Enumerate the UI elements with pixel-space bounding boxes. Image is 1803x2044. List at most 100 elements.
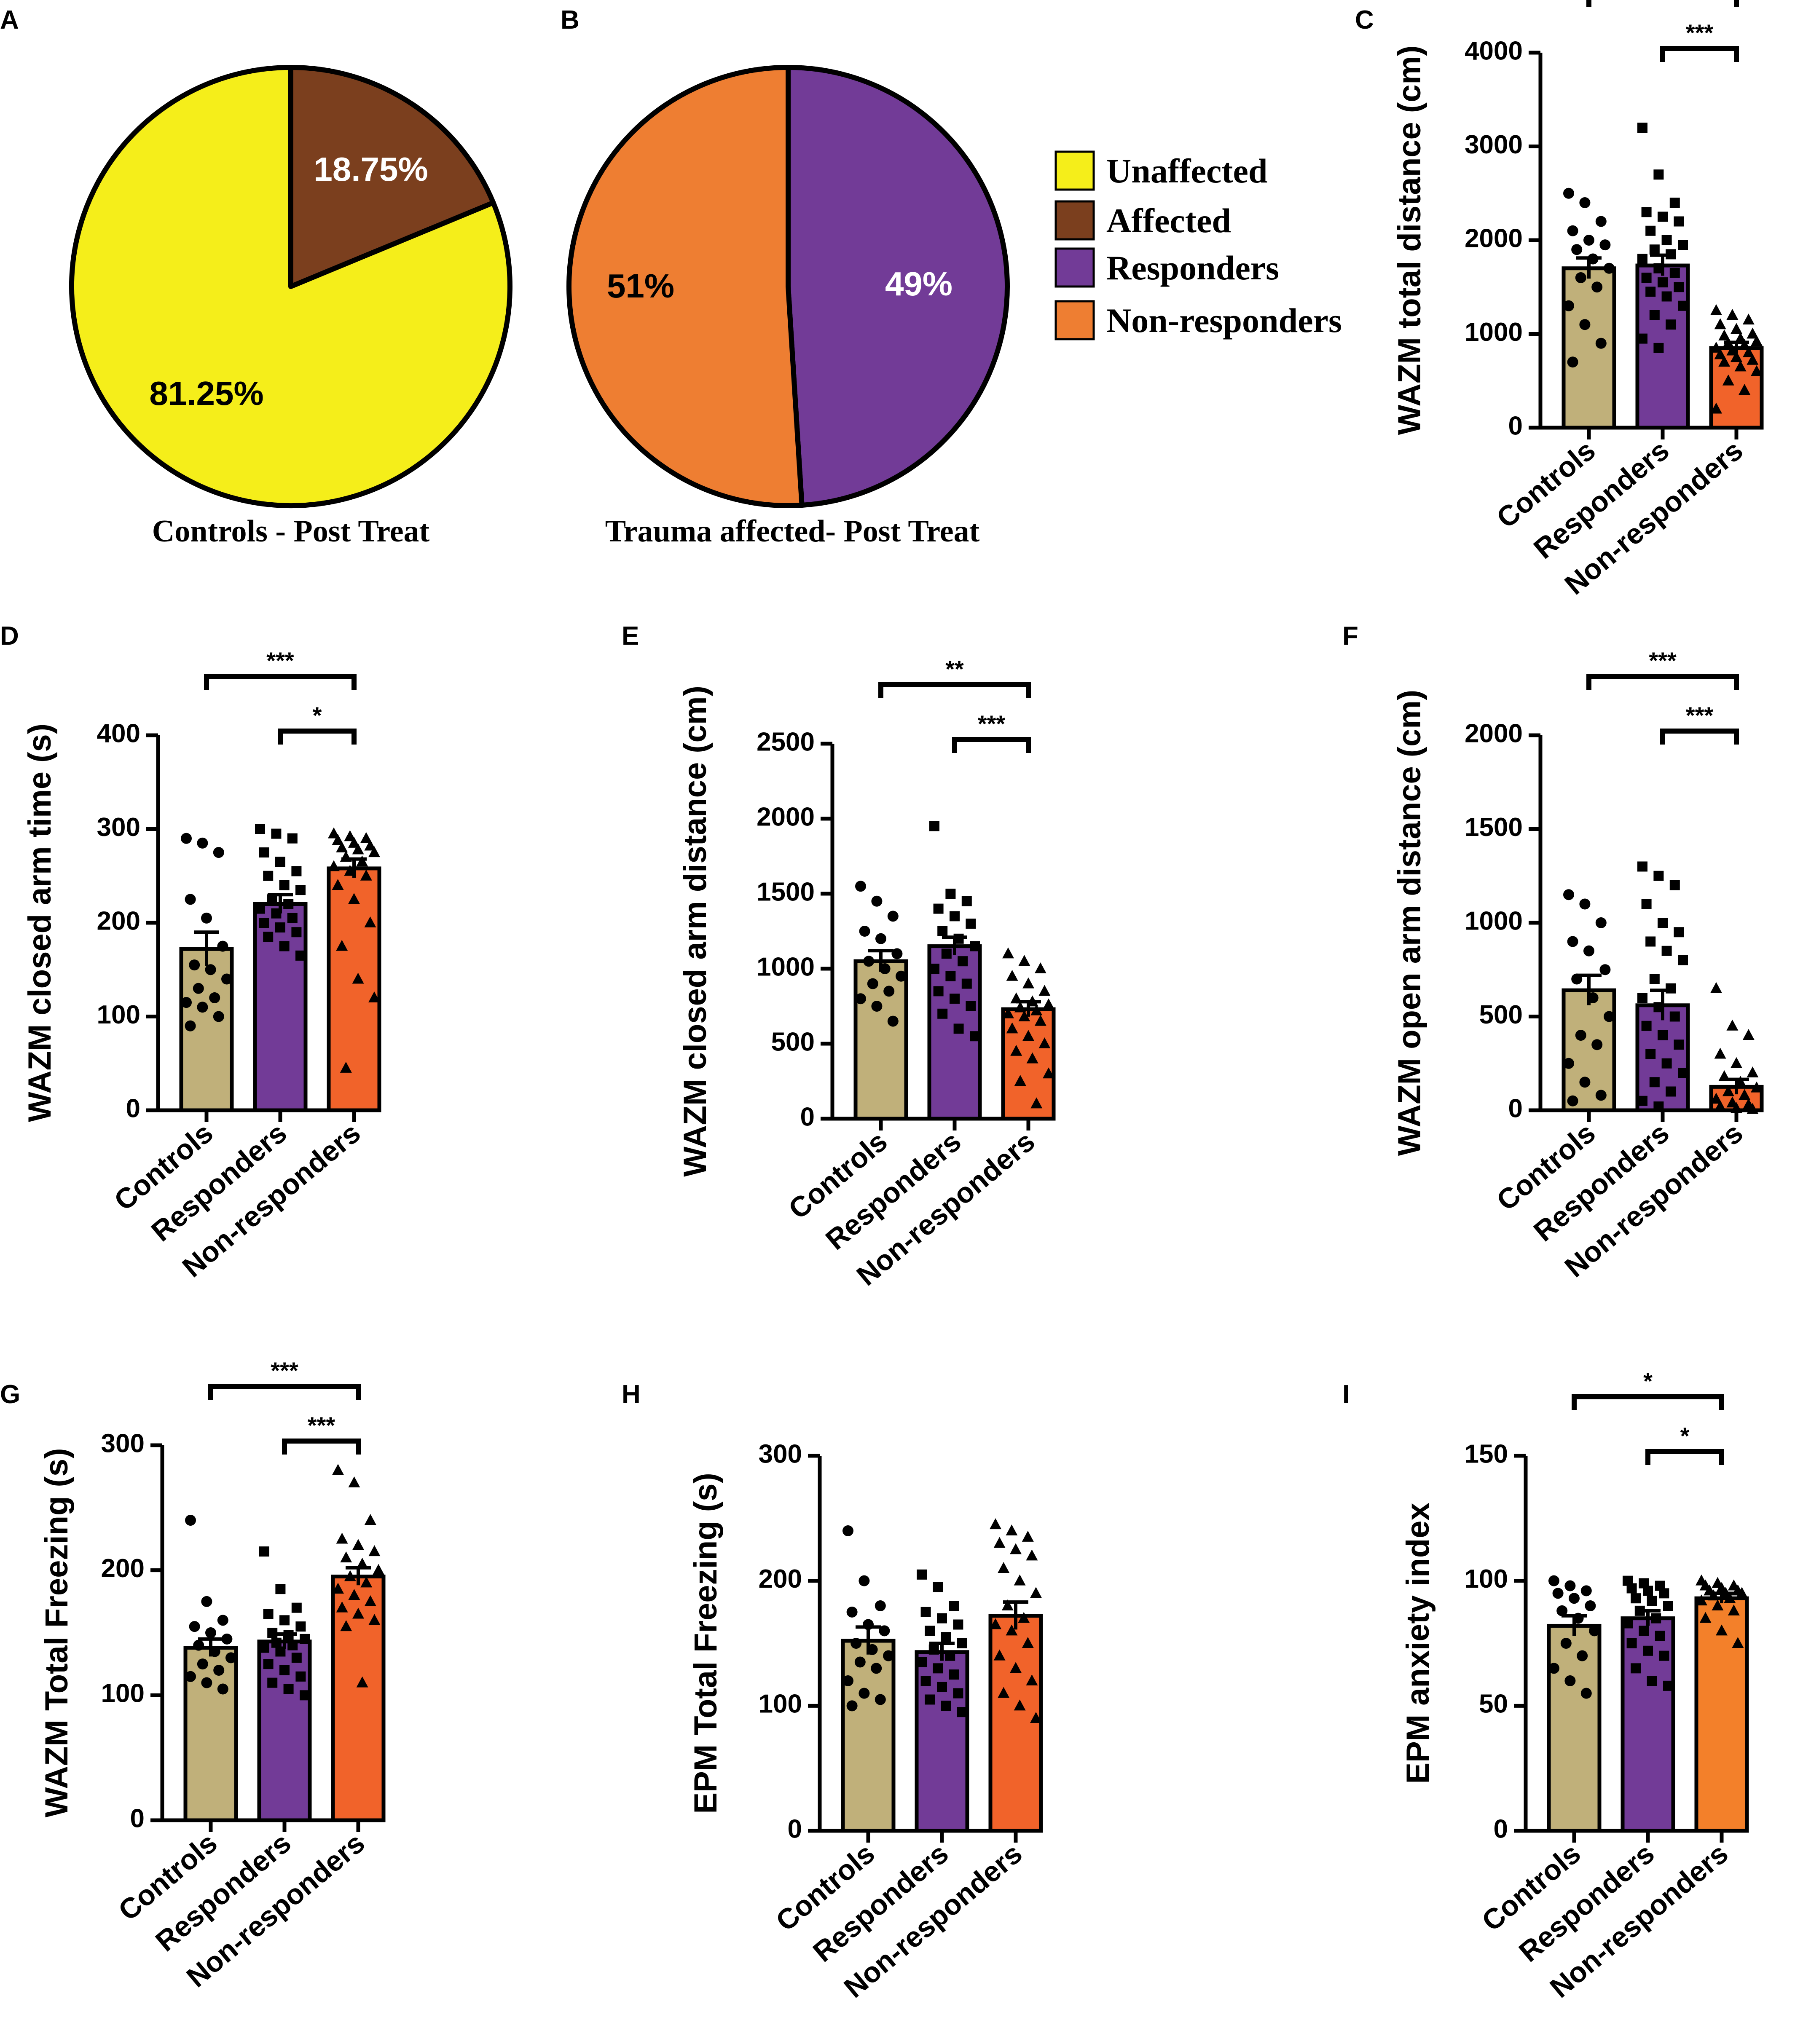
data-point-non-responders bbox=[1710, 304, 1722, 315]
data-point-responders bbox=[1643, 1645, 1653, 1656]
data-point-controls bbox=[217, 1683, 228, 1695]
significance-bracket bbox=[1660, 729, 1739, 745]
data-point-controls bbox=[1567, 936, 1578, 947]
data-point-controls bbox=[846, 1606, 858, 1618]
data-point-non-responders bbox=[348, 1476, 360, 1487]
data-point-controls bbox=[213, 847, 224, 858]
y-tick-label: 200 bbox=[97, 906, 140, 935]
data-point-responders bbox=[275, 922, 285, 933]
data-point-controls bbox=[1595, 216, 1607, 227]
data-point-non-responders bbox=[1030, 1004, 1043, 1015]
data-point-controls bbox=[185, 1515, 196, 1526]
data-point-non-responders bbox=[1026, 1674, 1038, 1685]
y-tick-label: 3000 bbox=[1465, 130, 1523, 159]
bar-controls bbox=[853, 959, 908, 1121]
legend-label-affected: Affected bbox=[1106, 201, 1231, 240]
data-point-non-responders bbox=[1043, 998, 1054, 1010]
data-point-controls bbox=[1595, 917, 1607, 928]
legend: Unaffected Affected Responders Non-respo… bbox=[1054, 150, 1342, 340]
data-point-responders bbox=[950, 994, 960, 1004]
data-point-controls bbox=[1585, 1600, 1596, 1611]
data-point-controls bbox=[1571, 244, 1583, 255]
data-point-controls bbox=[1591, 281, 1603, 293]
data-point-controls bbox=[1599, 239, 1611, 251]
data-point-non-responders bbox=[1718, 329, 1731, 340]
data-point-responders bbox=[291, 866, 302, 876]
y-tick-label: 0 bbox=[1494, 1814, 1508, 1843]
data-point-non-responders bbox=[1742, 313, 1755, 325]
data-point-controls bbox=[197, 837, 208, 849]
data-point-responders bbox=[970, 941, 980, 951]
data-point-responders bbox=[937, 1613, 947, 1623]
data-point-responders bbox=[937, 1008, 948, 1019]
data-point-responders bbox=[1645, 936, 1656, 947]
data-point-non-responders bbox=[364, 916, 376, 927]
data-point-controls bbox=[1579, 319, 1591, 330]
data-point-controls bbox=[863, 956, 875, 967]
data-point-controls bbox=[1579, 197, 1591, 208]
data-point-non-responders bbox=[360, 869, 372, 881]
panel-letter-c: C bbox=[1355, 5, 1374, 35]
data-point-controls bbox=[1599, 964, 1611, 975]
data-point-controls bbox=[1552, 1588, 1564, 1599]
data-point-responders bbox=[970, 1031, 980, 1042]
bar-non-responders bbox=[327, 866, 381, 1112]
data-point-responders bbox=[1637, 333, 1647, 344]
data-point-non-responders bbox=[340, 1061, 352, 1073]
data-point-non-responders bbox=[364, 1595, 376, 1606]
data-point-responders bbox=[1623, 1618, 1633, 1629]
data-point-responders bbox=[300, 1634, 310, 1644]
data-point-non-responders bbox=[1751, 365, 1763, 376]
data-point-controls bbox=[1563, 1058, 1574, 1069]
data-point-controls bbox=[1577, 1650, 1588, 1661]
data-point-responders bbox=[279, 1615, 290, 1626]
data-point-controls bbox=[185, 894, 196, 905]
data-point-responders bbox=[961, 978, 972, 989]
legend-label-unaffected: Unaffected bbox=[1106, 152, 1268, 190]
data-point-non-responders bbox=[1014, 1699, 1026, 1711]
y-tick-label: 50 bbox=[1479, 1690, 1508, 1719]
y-tick-label: 0 bbox=[130, 1804, 145, 1833]
data-point-controls bbox=[197, 1002, 208, 1013]
data-point-non-responders bbox=[1751, 335, 1763, 346]
data-point-controls bbox=[1560, 1638, 1572, 1649]
data-point-controls bbox=[854, 1656, 866, 1668]
data-point-responders bbox=[1669, 268, 1680, 278]
y-tick-label: 100 bbox=[101, 1679, 145, 1708]
data-point-responders bbox=[275, 857, 285, 867]
y-tick-label: 1500 bbox=[1465, 813, 1523, 842]
data-point-responders bbox=[1666, 1086, 1676, 1097]
data-point-responders bbox=[1658, 277, 1668, 288]
data-point-responders bbox=[1663, 1601, 1673, 1611]
y-axis-title: WAZM total distance (cm) bbox=[1392, 46, 1427, 435]
bar-controls bbox=[841, 1639, 896, 1833]
data-point-controls bbox=[859, 926, 870, 937]
data-point-non-responders bbox=[1747, 354, 1759, 365]
data-point-controls bbox=[1580, 1688, 1592, 1699]
panel-letter-d: D bbox=[0, 622, 19, 651]
data-point-responders bbox=[917, 1569, 927, 1580]
data-point-non-responders bbox=[356, 855, 368, 867]
data-point-non-responders bbox=[348, 1589, 360, 1600]
data-point-responders bbox=[928, 1644, 939, 1655]
data-point-responders bbox=[941, 948, 952, 959]
data-point-responders bbox=[941, 1701, 951, 1711]
data-point-controls bbox=[1604, 1011, 1615, 1022]
data-point-responders bbox=[1637, 254, 1647, 264]
data-point-non-responders bbox=[332, 1464, 344, 1475]
y-tick-label: 1000 bbox=[1465, 318, 1523, 347]
y-tick-label: 400 bbox=[97, 719, 140, 748]
data-point-controls bbox=[875, 1694, 886, 1705]
data-point-controls bbox=[1548, 1575, 1559, 1586]
y-tick-label: 0 bbox=[126, 1094, 140, 1123]
significance-label: *** bbox=[271, 1357, 298, 1384]
data-point-responders bbox=[1653, 169, 1664, 180]
data-point-non-responders bbox=[336, 1532, 348, 1544]
data-point-non-responders bbox=[1712, 1599, 1724, 1610]
data-point-non-responders bbox=[1014, 1574, 1026, 1586]
data-point-responders bbox=[1674, 216, 1684, 227]
pie-title-trauma-affected: Trauma affected- Post Treat bbox=[605, 514, 980, 549]
y-axis-title: EPM Total Freezing (s) bbox=[688, 1473, 724, 1814]
data-point-non-responders bbox=[364, 1514, 376, 1525]
